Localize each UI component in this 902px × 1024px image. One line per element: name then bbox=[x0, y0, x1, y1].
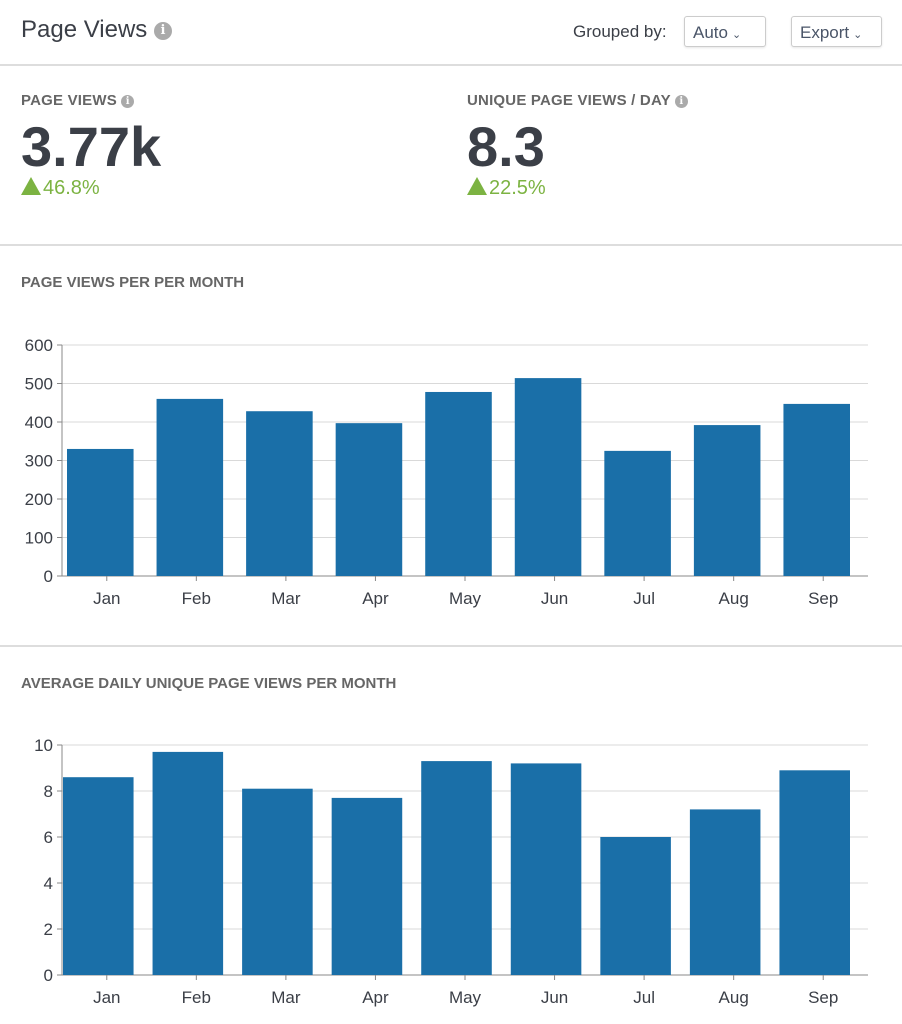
y-tick-label: 400 bbox=[25, 413, 53, 432]
metric-change: 22.5% bbox=[467, 177, 688, 200]
up-triangle-icon bbox=[467, 177, 487, 195]
divider bbox=[0, 244, 902, 246]
y-tick-label: 10 bbox=[34, 736, 53, 755]
y-tick-label: 4 bbox=[44, 874, 53, 893]
bar-jun bbox=[510, 763, 582, 975]
info-icon[interactable]: i bbox=[153, 21, 172, 40]
info-icon[interactable]: i bbox=[121, 94, 135, 108]
x-tick-label: May bbox=[449, 988, 482, 1007]
export-label: Export bbox=[800, 23, 850, 42]
bar-may bbox=[425, 391, 492, 576]
x-tick-label: Sep bbox=[808, 988, 838, 1007]
grouped-by-select[interactable]: Auto ⌄ bbox=[684, 16, 766, 47]
x-tick-label: Jan bbox=[93, 589, 120, 608]
y-tick-label: 500 bbox=[25, 375, 53, 394]
y-tick-label: 0 bbox=[44, 966, 53, 985]
bar-jan bbox=[67, 448, 134, 576]
bar-sep bbox=[779, 770, 850, 975]
y-tick-label: 8 bbox=[44, 782, 53, 801]
bar-jul bbox=[600, 837, 671, 975]
bar-jan bbox=[63, 777, 134, 975]
metric-label: PAGE VIEWS bbox=[21, 92, 117, 109]
bar-may bbox=[421, 761, 492, 975]
header: Page Views i Grouped by: Auto ⌄ Export ⌄ bbox=[0, 0, 902, 66]
x-tick-label: Feb bbox=[182, 988, 211, 1007]
x-tick-label: Aug bbox=[719, 988, 749, 1007]
x-tick-label: Mar bbox=[271, 589, 301, 608]
chart-title: PAGE VIEWS PER PER MONTH bbox=[21, 274, 245, 291]
x-tick-label: Jul bbox=[633, 589, 655, 608]
bar-jun bbox=[514, 378, 582, 576]
x-tick-label: Feb bbox=[182, 589, 211, 608]
bar-mar bbox=[246, 411, 313, 576]
metric-value: 3.77k bbox=[21, 115, 162, 178]
x-tick-label: Apr bbox=[362, 589, 389, 608]
metric-change-value: 22.5% bbox=[489, 177, 546, 199]
x-tick-label: Apr bbox=[362, 988, 389, 1007]
x-tick-label: Mar bbox=[271, 988, 301, 1007]
y-tick-label: 2 bbox=[44, 920, 53, 939]
y-tick-label: 100 bbox=[25, 529, 53, 548]
chart-title: AVERAGE DAILY UNIQUE PAGE VIEWS PER MONT… bbox=[21, 675, 397, 692]
x-tick-label: Sep bbox=[808, 589, 838, 608]
metric-unique-page-views: UNIQUE PAGE VIEWS / DAY i 8.3 22.5% bbox=[467, 92, 688, 200]
page-views-chart: 0 100 200 300 400 500 600 Jan Feb Mar Apr May Jun Jul… bbox=[25, 336, 868, 608]
bar-apr bbox=[331, 797, 403, 975]
chevron-down-icon: ⌄ bbox=[853, 29, 863, 41]
bar-aug bbox=[693, 425, 761, 576]
bar-feb bbox=[152, 751, 224, 975]
page-title: Page Views i bbox=[21, 16, 172, 44]
y-tick-label: 200 bbox=[25, 490, 53, 509]
bar-mar bbox=[242, 788, 313, 975]
grouped-by-value: Auto bbox=[693, 23, 728, 42]
metric-value: 8.3 bbox=[467, 115, 545, 178]
metric-page-views: PAGE VIEWS i 3.77k 46.8% bbox=[21, 92, 161, 200]
x-tick-label: Jul bbox=[633, 988, 655, 1007]
metric-change-value: 46.8% bbox=[43, 177, 100, 199]
chevron-down-icon: ⌄ bbox=[731, 29, 742, 41]
x-tick-label: May bbox=[449, 589, 482, 608]
y-tick-label: 6 bbox=[44, 828, 53, 847]
y-tick-label: 0 bbox=[44, 567, 53, 586]
x-tick-label: Jun bbox=[541, 988, 568, 1007]
up-triangle-icon bbox=[21, 177, 41, 195]
y-tick-label: 300 bbox=[25, 452, 53, 471]
bar-jul bbox=[604, 450, 671, 576]
info-icon[interactable]: i bbox=[674, 94, 688, 108]
x-tick-label: Jun bbox=[541, 589, 568, 608]
bar-feb bbox=[156, 398, 224, 576]
metric-label: UNIQUE PAGE VIEWS / DAY bbox=[467, 92, 671, 109]
x-tick-label: Jan bbox=[93, 988, 120, 1007]
page-title-text: Page Views bbox=[21, 16, 148, 43]
divider bbox=[0, 645, 902, 647]
bar-apr bbox=[335, 423, 403, 576]
unique-page-views-chart: 0 2 4 6 8 10 Jan Feb Mar Apr May Jun Jul Aug Sep bbox=[34, 736, 868, 1007]
export-button[interactable]: Export ⌄ bbox=[791, 16, 882, 47]
bar-sep bbox=[783, 403, 850, 576]
grouped-by-label: Grouped by: bbox=[573, 22, 667, 41]
bar-aug bbox=[689, 809, 761, 975]
metric-change: 46.8% bbox=[21, 177, 161, 200]
y-tick-label: 600 bbox=[25, 336, 53, 355]
x-tick-label: Aug bbox=[719, 589, 749, 608]
